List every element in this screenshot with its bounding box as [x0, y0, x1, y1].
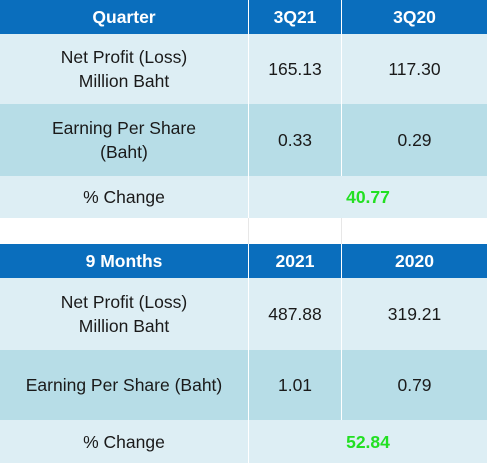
row-value-previous: 117.30 [388, 59, 441, 79]
table-spacer [0, 218, 487, 244]
quarter-results-table: Quarter 3Q21 3Q20 Net Profit (Loss) Mill… [0, 0, 487, 244]
spacer-cell [249, 218, 342, 244]
table-header-row: Quarter 3Q21 3Q20 [0, 0, 487, 34]
table-row: Earning Per Share (Baht) 0.33 0.29 [0, 104, 487, 176]
row-value-previous: 0.29 [397, 130, 432, 150]
header-previous: 3Q20 [393, 7, 436, 27]
row-value-current: 487.88 [249, 278, 342, 350]
header-previous: 2020 [395, 251, 434, 271]
change-value: 52.84 [346, 431, 390, 452]
change-row: % Change 52.84 [0, 420, 487, 463]
table-row: Earning Per Share (Baht) 1.01 0.79 [0, 350, 487, 420]
header-current: 3Q21 [249, 0, 342, 34]
table-row: Net Profit (Loss) Million Baht 165.13 11… [0, 34, 487, 104]
row-value-previous: 319.21 [387, 304, 442, 324]
table-row: Net Profit (Loss) Million Baht 487.88 31… [0, 278, 487, 350]
table-header-row: 9 Months 2021 2020 [0, 244, 487, 278]
row-value-current: 165.13 [249, 34, 342, 104]
header-current: 2021 [249, 244, 342, 278]
row-label: Net Profit (Loss) Million Baht [0, 278, 249, 350]
row-value-previous: 0.79 [397, 375, 432, 395]
header-period: Quarter [0, 0, 249, 34]
change-value: 40.77 [346, 187, 390, 207]
change-row: % Change 40.77 [0, 176, 487, 218]
row-value-current: 0.33 [249, 104, 342, 176]
spacer-cell [0, 218, 249, 244]
change-label: % Change [0, 420, 249, 463]
spacer-cell [342, 218, 487, 244]
row-label: Net Profit (Loss) Million Baht [0, 34, 249, 104]
row-label: Earning Per Share (Baht) [0, 104, 249, 176]
nine-months-results-table: 9 Months 2021 2020 Net Profit (Loss) Mil… [0, 244, 487, 463]
header-period: 9 Months [0, 244, 249, 278]
row-value-current: 1.01 [249, 350, 342, 420]
change-label: % Change [0, 176, 249, 218]
row-label: Earning Per Share (Baht) [0, 350, 249, 420]
